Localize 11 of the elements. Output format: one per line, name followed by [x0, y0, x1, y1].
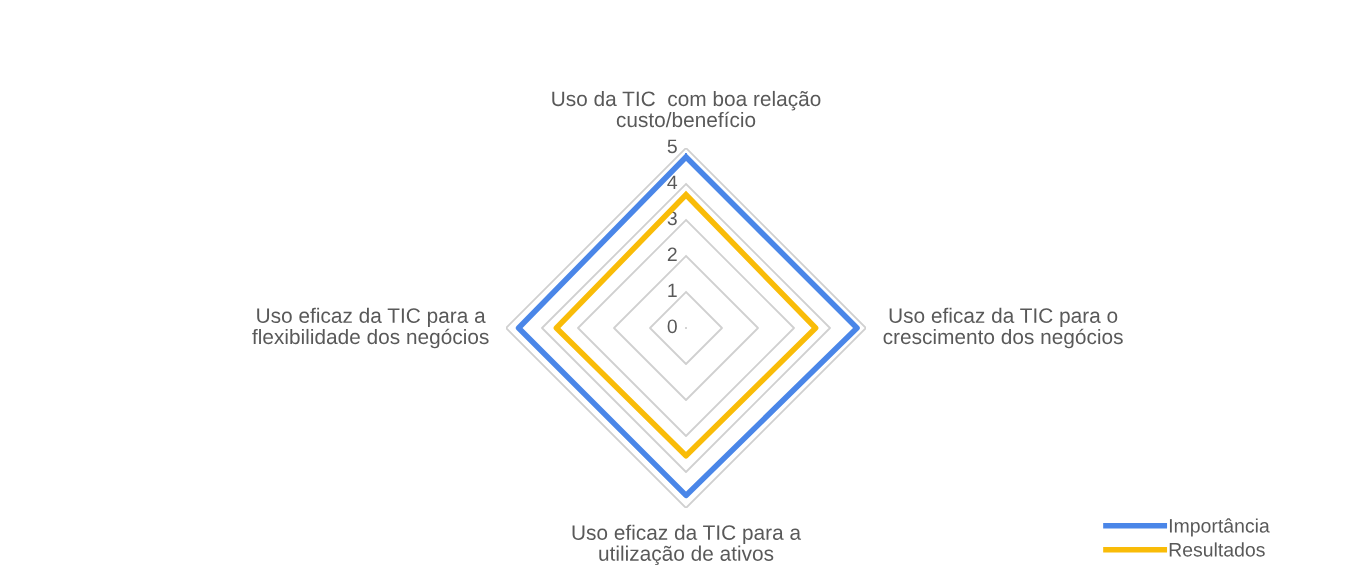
spoke-label: Uso eficaz da TIC para a flexibilidade dos negócios [252, 307, 489, 349]
legend-label: Resultados [1169, 542, 1265, 557]
spoke-label: Uso da TIC com boa relação custo/benefício [552, 90, 821, 128]
y-tick-label: 4 [667, 175, 678, 190]
spoke-label: Uso eficaz da TIC para a utilização de ativos [572, 524, 802, 566]
legend-label: Importância [1169, 518, 1270, 537]
spoke-label: Uso eficaz da TIC para o crescimento dos negócios [883, 307, 1123, 349]
y-tick-label: 0 [667, 319, 677, 334]
y-tick-label: 1 [668, 283, 677, 298]
y-tick-label: 5 [667, 139, 677, 154]
y-tick-label: 2 [667, 247, 677, 262]
